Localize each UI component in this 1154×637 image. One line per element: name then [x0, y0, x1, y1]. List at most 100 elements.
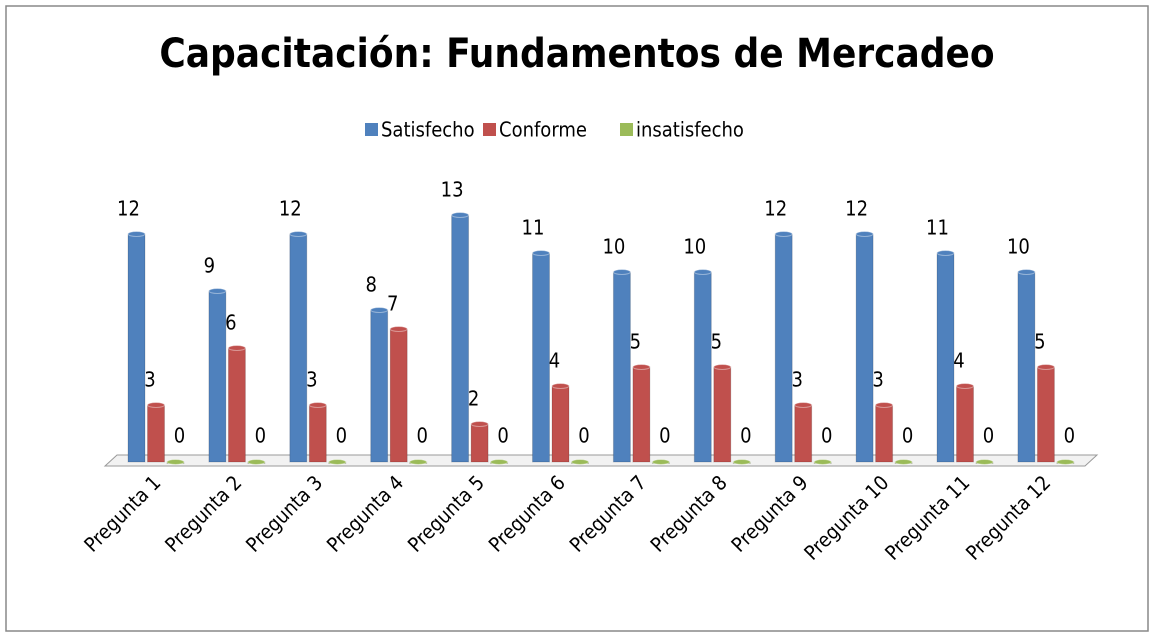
data-label: 3: [144, 368, 155, 392]
data-label: 10: [683, 235, 706, 259]
bar: [612, 271, 631, 463]
bar: [794, 404, 813, 463]
bar: [956, 385, 974, 463]
data-label: 0: [983, 424, 994, 448]
data-label: 0: [497, 424, 508, 448]
bar-cap: [451, 212, 470, 218]
bar: [208, 290, 227, 463]
bar: [875, 404, 894, 463]
bar-cap: [208, 288, 227, 294]
legend-label: Conforme: [499, 118, 587, 142]
data-label: 4: [953, 349, 964, 373]
bar-cap: [956, 383, 974, 389]
bar: [532, 252, 550, 463]
legend-label: Satisfecho: [381, 118, 475, 142]
bar-cap: [409, 459, 428, 465]
bar-cap: [693, 269, 712, 275]
data-label: 0: [659, 424, 670, 448]
bar-cap: [713, 364, 732, 370]
bar-cap: [1017, 269, 1036, 275]
bar: [693, 271, 712, 463]
data-label: 5: [711, 330, 722, 354]
bar: [470, 423, 489, 463]
data-label: 2: [468, 387, 479, 411]
bar: [147, 404, 165, 463]
data-label: 10: [602, 235, 625, 259]
data-label: 0: [740, 424, 751, 448]
legend-label: insatisfecho: [636, 118, 744, 142]
data-label: 11: [926, 216, 949, 240]
bar: [936, 252, 955, 463]
bar-cap: [794, 402, 813, 408]
bar-cap: [632, 364, 651, 370]
bar: [1017, 271, 1036, 463]
bar: [632, 366, 651, 463]
legend-swatch: [483, 123, 496, 136]
chart-title: Capacitación: Fundamentos de Mercadeo: [159, 31, 994, 77]
bar-cap: [975, 459, 994, 465]
bar-cap: [894, 459, 913, 465]
bar-cap: [147, 402, 165, 408]
bar-cap: [651, 459, 670, 465]
data-label: 12: [845, 197, 868, 221]
bar-cap: [532, 250, 550, 256]
data-label: 5: [630, 330, 641, 354]
bar-cap: [1036, 364, 1055, 370]
data-label: 13: [441, 178, 464, 202]
bar: [389, 328, 408, 463]
bar: [774, 233, 793, 463]
data-label: 9: [204, 254, 215, 278]
bar: [127, 233, 146, 463]
data-label: 0: [578, 424, 589, 448]
bar-cap: [470, 421, 489, 427]
bar-cap: [936, 250, 955, 256]
bar: [1036, 366, 1055, 463]
floor: [103, 454, 1099, 467]
bar-cap: [328, 459, 347, 465]
data-label: 12: [279, 197, 302, 221]
data-label: 3: [791, 368, 802, 392]
data-label: 3: [306, 368, 317, 392]
data-label: 0: [902, 424, 913, 448]
bar: [551, 385, 570, 463]
bar-cap: [308, 402, 327, 408]
bar: [227, 347, 246, 463]
data-label: 0: [821, 424, 832, 448]
bar-cap: [227, 345, 246, 351]
bar-cap: [166, 459, 185, 465]
bar-cap: [1056, 459, 1075, 465]
data-label: 0: [416, 424, 427, 448]
bar: [308, 404, 327, 463]
bar: [370, 309, 389, 463]
bar-cap: [551, 383, 570, 389]
bar: [289, 233, 308, 463]
bar-cap: [813, 459, 832, 465]
bar: [855, 233, 874, 463]
bar-cap: [855, 231, 874, 237]
bar-cap: [875, 402, 894, 408]
bar-cap: [389, 326, 408, 332]
bar-cap: [612, 269, 631, 275]
data-label: 10: [1007, 235, 1030, 259]
data-label: 12: [764, 197, 787, 221]
data-label: 0: [1064, 424, 1075, 448]
bar-cap: [127, 231, 146, 237]
bar-cap: [289, 231, 308, 237]
legend-swatch: [365, 123, 378, 136]
data-label: 5: [1034, 330, 1045, 354]
bar-cap: [370, 307, 389, 313]
bar-cap: [732, 459, 751, 465]
data-label: 0: [255, 424, 266, 448]
data-label: 0: [174, 424, 185, 448]
bar-cap: [247, 459, 266, 465]
bar: [451, 214, 470, 463]
bar: [713, 366, 732, 463]
bar-cap: [774, 231, 793, 237]
data-label: 6: [225, 311, 236, 335]
data-label: 11: [522, 216, 545, 240]
data-label: 0: [336, 424, 347, 448]
data-label: 12: [117, 197, 140, 221]
data-label: 4: [549, 349, 560, 373]
data-label: 8: [365, 273, 376, 297]
data-label: 7: [387, 292, 398, 316]
